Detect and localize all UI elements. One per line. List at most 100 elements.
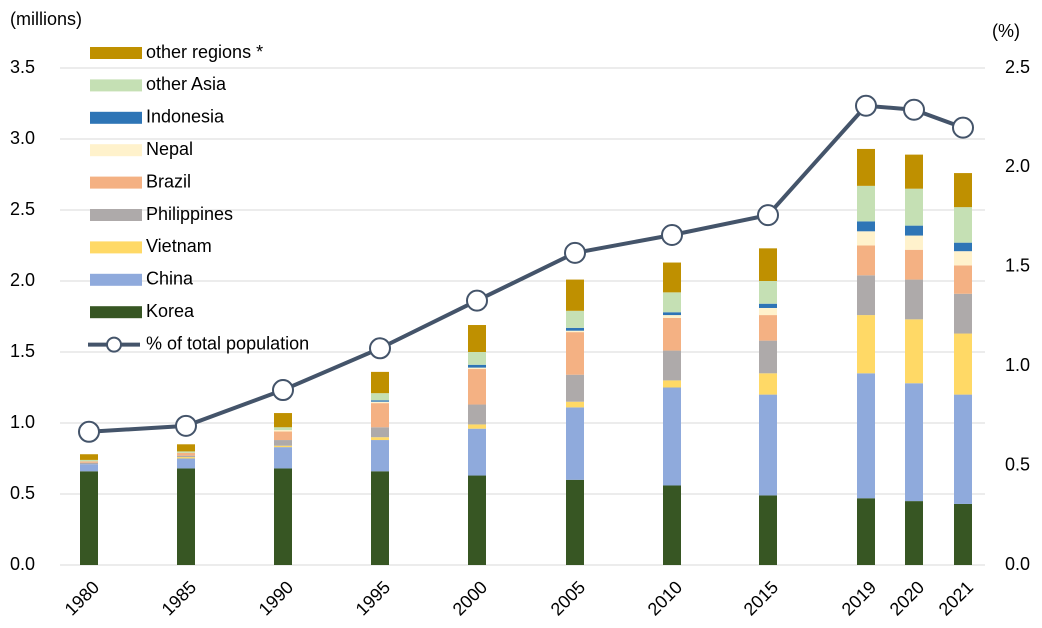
- y-tick-label: 2.5: [10, 199, 35, 219]
- x-tick-label: 1995: [352, 577, 394, 619]
- y2-tick-label: 2.0: [1005, 156, 1030, 176]
- y-tick-label: 1.5: [10, 341, 35, 361]
- legend-swatch: [90, 241, 142, 254]
- bar-segment: [468, 475, 486, 565]
- y-tick-label: 3.5: [10, 57, 35, 77]
- bar-segment: [80, 454, 98, 460]
- x-tick-label: 1985: [158, 577, 200, 619]
- bar-segment: [566, 327, 584, 331]
- bar-segment: [274, 413, 292, 428]
- bar-segment: [566, 479, 584, 565]
- x-tick-label: 2021: [935, 577, 977, 619]
- bar-segment: [274, 447, 292, 469]
- line-marker: [661, 223, 683, 246]
- bar-segment: [468, 404, 486, 425]
- bar-segment: [905, 235, 923, 250]
- bar-segment: [759, 307, 777, 316]
- x-tick-label: 1990: [255, 577, 297, 619]
- bar-segment: [177, 444, 195, 452]
- bar-segment: [954, 265, 972, 294]
- bar-segment: [274, 445, 292, 448]
- bar-segment: [663, 317, 681, 351]
- legend-marker: [106, 336, 122, 353]
- bar-segment: [371, 371, 389, 394]
- bar-segment: [468, 352, 486, 365]
- legend-swatch: [90, 209, 142, 221]
- bar-segment: [905, 279, 923, 320]
- bar-segment: [468, 369, 486, 405]
- bar-segment: [857, 498, 875, 565]
- line-marker: [272, 379, 294, 402]
- bar-segment: [663, 380, 681, 388]
- bar-segment: [177, 452, 195, 456]
- bar-segment: [759, 373, 777, 395]
- bar-segment: [177, 451, 195, 453]
- line-marker: [952, 116, 974, 139]
- y-axis-label: (millions): [10, 9, 82, 29]
- bar-segment: [177, 457, 195, 459]
- legend-swatch: [90, 306, 142, 319]
- bar-segment: [759, 303, 777, 308]
- bar-segment: [905, 188, 923, 226]
- bar-segment: [663, 387, 681, 486]
- bar-segment: [759, 495, 777, 565]
- bar-segment: [663, 312, 681, 316]
- bar-segment: [954, 293, 972, 334]
- bar-segment: [759, 281, 777, 304]
- legend-swatch: [90, 144, 142, 157]
- bar-segment: [857, 315, 875, 374]
- x-tick-label: 2010: [644, 577, 686, 619]
- legend-swatch: [90, 47, 142, 59]
- legend-label: China: [146, 269, 194, 289]
- y2-tick-label: 0.5: [1005, 454, 1030, 474]
- bar-segment: [371, 471, 389, 565]
- bar-segment: [177, 455, 195, 458]
- line-marker: [78, 420, 100, 443]
- bar-segment: [759, 340, 777, 374]
- legend-label: Vietnam: [146, 236, 212, 256]
- bar-segment: [274, 431, 292, 441]
- bar-segment: [857, 185, 875, 222]
- legend-label: Korea: [146, 301, 195, 321]
- bar-segment: [954, 251, 972, 266]
- legend-label: Nepal: [146, 139, 193, 159]
- y-tick-label: 2.0: [10, 270, 35, 290]
- bar-segment: [371, 437, 389, 441]
- bar-segment: [663, 350, 681, 381]
- x-tick-label: 2019: [838, 577, 880, 619]
- legend-swatch: [90, 273, 142, 286]
- line-marker: [466, 289, 488, 312]
- bar-segment: [371, 400, 389, 402]
- legend-label: other Asia: [146, 74, 227, 94]
- bar-segment: [857, 148, 875, 186]
- bar-segment: [371, 427, 389, 438]
- y2-tick-label: 1.0: [1005, 355, 1030, 375]
- bar-segment: [954, 242, 972, 252]
- bar-segment: [468, 424, 486, 429]
- bar-segment: [857, 275, 875, 316]
- x-tick-label: 2000: [449, 577, 491, 619]
- bar-segment: [954, 333, 972, 395]
- bar-segment: [663, 292, 681, 313]
- line: [88, 103, 964, 434]
- bar-segment: [663, 315, 681, 318]
- legend-label: Brazil: [146, 171, 191, 191]
- bar-segment: [468, 367, 486, 370]
- line-marker: [564, 241, 586, 264]
- x-tick-label: 1980: [61, 577, 103, 619]
- bar-segment: [954, 173, 972, 208]
- bar-segment: [566, 374, 584, 402]
- bar-segment: [80, 471, 98, 565]
- bar-segment: [905, 249, 923, 280]
- y-tick-label: 1.0: [10, 412, 35, 432]
- legend-label: other regions *: [146, 42, 263, 62]
- y2-tick-label: 0.0: [1005, 554, 1030, 574]
- bar-segment: [954, 394, 972, 504]
- bar-segment: [905, 319, 923, 384]
- bar-segment: [905, 383, 923, 502]
- bar-segment: [857, 221, 875, 232]
- bar-segment: [857, 245, 875, 276]
- legend-swatch: [90, 176, 142, 189]
- legend-swatch: [90, 79, 142, 92]
- bar-segment: [759, 394, 777, 496]
